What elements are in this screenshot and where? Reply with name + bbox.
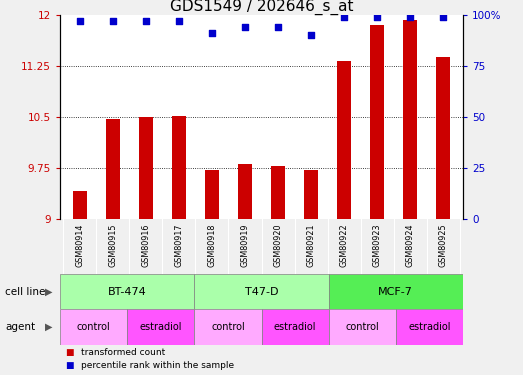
Text: cell line: cell line: [5, 286, 46, 297]
Point: [307, 33, 315, 39]
Bar: [262, 309, 328, 345]
Bar: [195, 309, 262, 345]
Text: transformed count: transformed count: [81, 348, 165, 357]
Text: estradiol: estradiol: [274, 322, 316, 332]
Bar: [172, 116, 186, 219]
Text: control: control: [345, 322, 379, 332]
Text: GSM80916: GSM80916: [141, 224, 151, 267]
Bar: [436, 57, 450, 219]
Point: [208, 30, 216, 36]
Title: GDS1549 / 202646_s_at: GDS1549 / 202646_s_at: [170, 0, 353, 15]
Bar: [195, 274, 328, 309]
Text: control: control: [77, 322, 110, 332]
Bar: [106, 118, 120, 219]
Bar: [328, 309, 396, 345]
Point: [142, 18, 150, 24]
Point: [76, 18, 84, 24]
Bar: [337, 62, 351, 219]
Text: ■: ■: [65, 361, 74, 370]
Text: estradiol: estradiol: [408, 322, 450, 332]
Text: GSM80914: GSM80914: [75, 224, 84, 267]
Bar: [139, 117, 153, 219]
Text: GSM80921: GSM80921: [306, 224, 315, 267]
Text: agent: agent: [5, 322, 36, 332]
Text: ■: ■: [65, 348, 74, 357]
Bar: [396, 309, 463, 345]
Text: GSM80915: GSM80915: [108, 224, 118, 267]
Text: GSM80925: GSM80925: [439, 224, 448, 267]
Point: [373, 14, 381, 20]
Text: control: control: [211, 322, 245, 332]
Text: GSM80920: GSM80920: [274, 224, 282, 267]
Point: [274, 24, 282, 30]
Text: ▶: ▶: [45, 322, 52, 332]
Bar: [270, 165, 286, 219]
Text: estradiol: estradiol: [140, 322, 182, 332]
Bar: [403, 21, 417, 219]
Bar: [73, 191, 87, 219]
Point: [109, 18, 117, 24]
Text: GSM80922: GSM80922: [339, 224, 348, 267]
Text: GSM80918: GSM80918: [208, 224, 217, 267]
Text: BT-474: BT-474: [108, 286, 146, 297]
Bar: [127, 309, 195, 345]
Text: GSM80919: GSM80919: [241, 224, 249, 267]
Point: [241, 24, 249, 30]
Point: [439, 14, 447, 20]
Text: percentile rank within the sample: percentile rank within the sample: [81, 361, 234, 370]
Bar: [370, 25, 384, 219]
Text: ▶: ▶: [45, 286, 52, 297]
Point: [340, 14, 348, 20]
Text: GSM80924: GSM80924: [405, 224, 415, 267]
Point: [175, 18, 183, 24]
Point: [406, 14, 414, 20]
Text: MCF-7: MCF-7: [378, 286, 413, 297]
Text: GSM80917: GSM80917: [175, 224, 184, 267]
Text: T47-D: T47-D: [245, 286, 278, 297]
Bar: [237, 164, 253, 219]
Text: GSM80923: GSM80923: [372, 224, 382, 267]
Bar: [328, 274, 463, 309]
Bar: [60, 309, 127, 345]
Bar: [60, 274, 195, 309]
Bar: [204, 170, 220, 219]
Bar: [303, 170, 319, 219]
